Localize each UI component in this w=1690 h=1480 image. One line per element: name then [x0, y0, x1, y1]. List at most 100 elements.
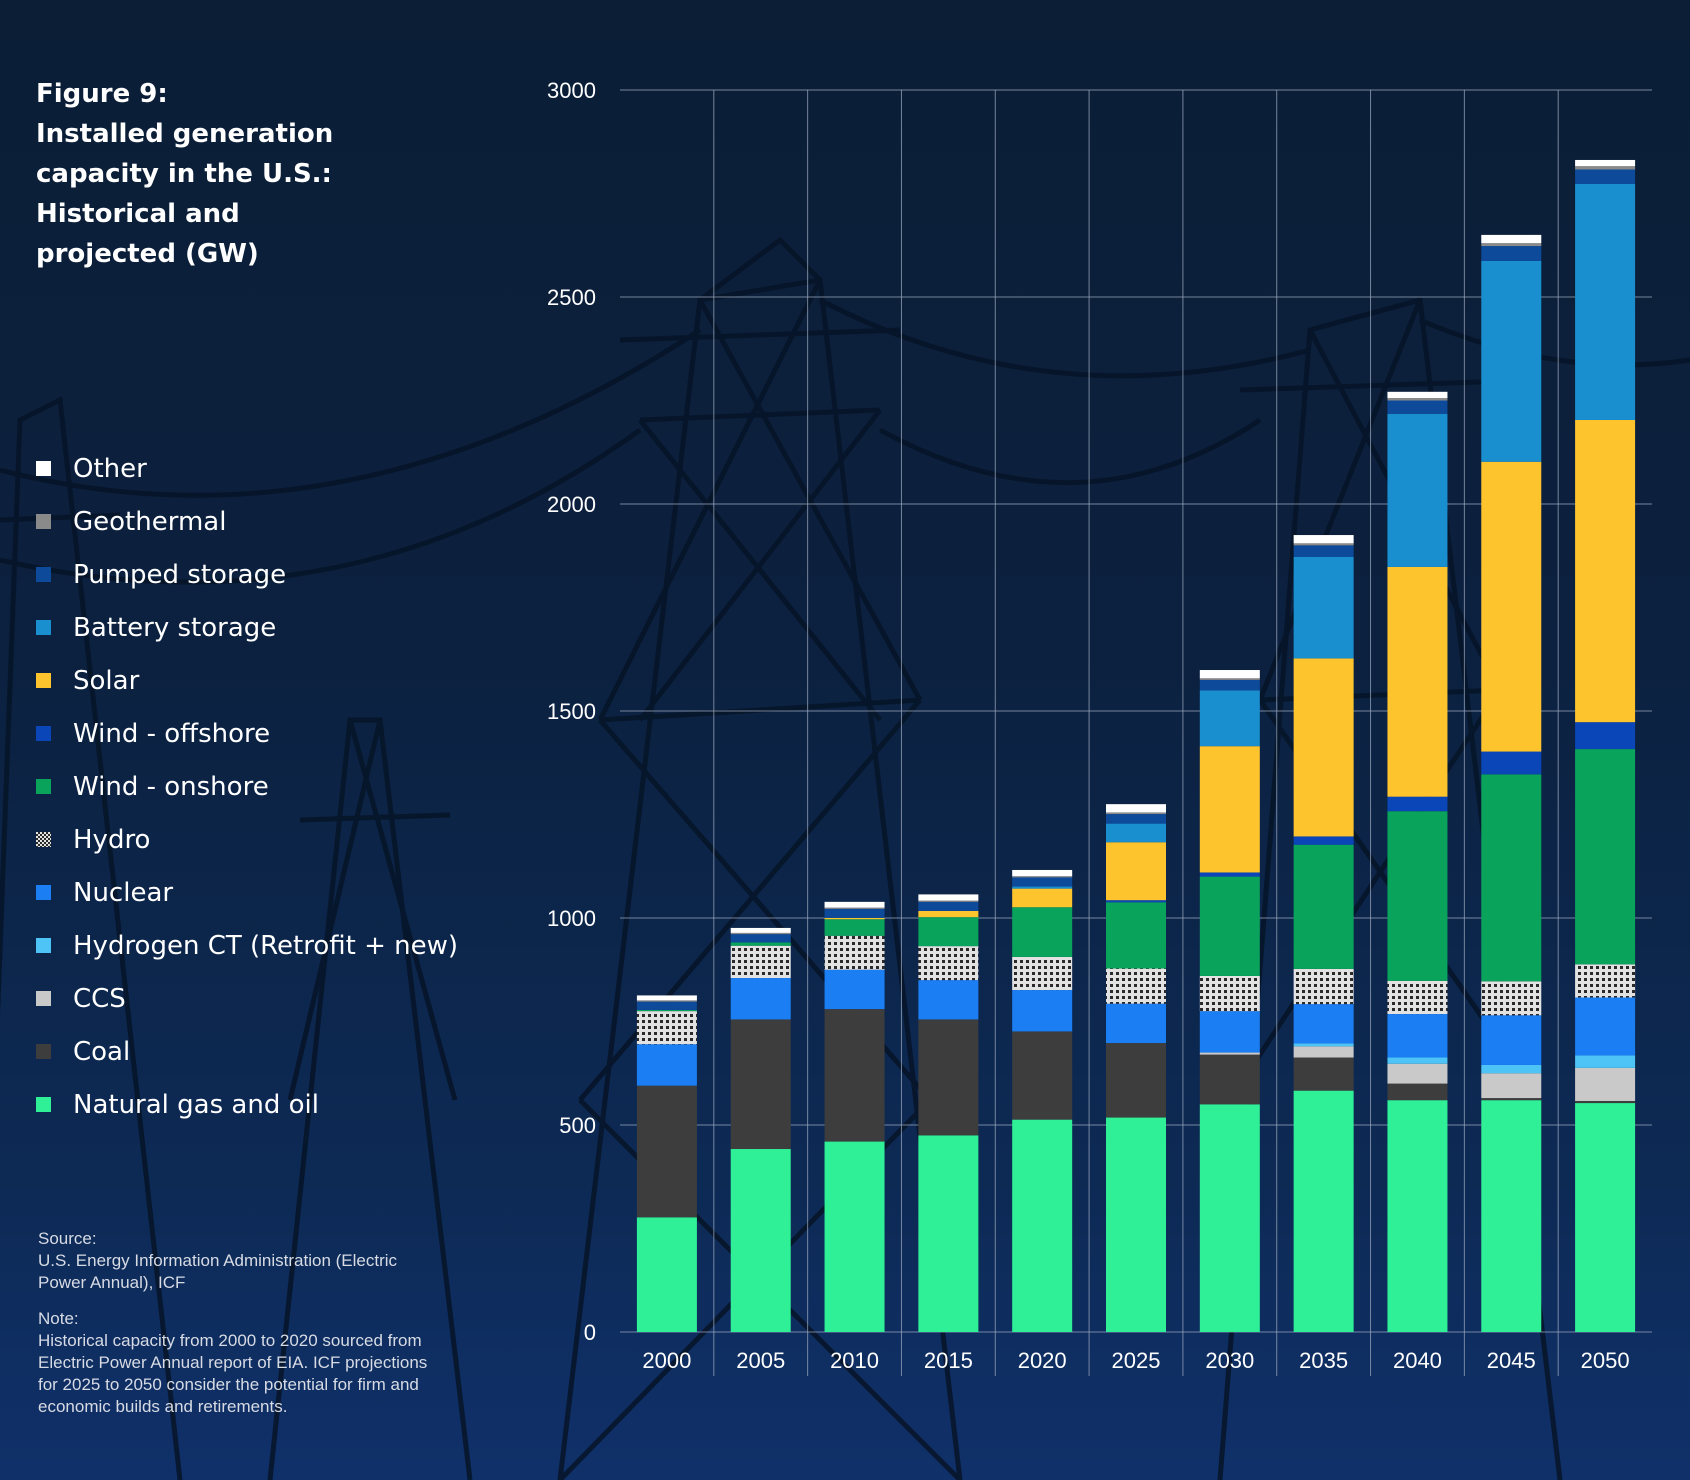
bar-segment-geothermal	[1012, 876, 1073, 878]
bar-segment-hydro	[1387, 980, 1448, 1015]
y-tick-label: 2500	[547, 285, 596, 310]
bar-segment-other	[1575, 159, 1636, 167]
bar-segment-nuclear	[1575, 997, 1636, 1056]
legend-item: Geothermal	[36, 495, 458, 548]
bar-segment-other	[1481, 234, 1542, 244]
bar-segment-wind-offshore	[1293, 836, 1354, 845]
bar-segment-solar	[824, 918, 885, 920]
legend-item: Wind - offshore	[36, 707, 458, 760]
bar-segment-other	[730, 927, 791, 933]
bars	[636, 159, 1636, 1332]
bar-segment-nuclear	[730, 978, 791, 1020]
bar-segment-wind-onshore	[1199, 876, 1260, 976]
bar-segment-battery-storage	[1575, 183, 1636, 420]
title-line: Installed generation	[36, 119, 334, 149]
x-tick-label: 2030	[1205, 1348, 1254, 1373]
bar-segment-ccs	[1199, 1052, 1260, 1055]
bar-segment-coal	[1575, 1100, 1636, 1104]
legend-swatch-icon	[36, 461, 51, 476]
bar-segment-hydro	[1106, 968, 1166, 1004]
legend-swatch-icon	[36, 938, 51, 953]
bar-segment-geothermal	[730, 932, 791, 935]
bar-segment-nuclear	[918, 980, 979, 1020]
bar-segment-geothermal	[636, 1000, 697, 1002]
legend-label: Battery storage	[73, 612, 277, 643]
legend-item: Hydro	[36, 813, 458, 866]
bar-segment-ccs	[1481, 1073, 1542, 1099]
bar-segment-solar	[1481, 461, 1542, 752]
bar-segment-natural-gas-and-oil	[1575, 1103, 1636, 1332]
bar-segment-wind-onshore	[918, 917, 979, 947]
legend-swatch-icon	[36, 991, 51, 1006]
bar-segment-coal	[730, 1019, 791, 1150]
bar-segment-solar	[1106, 842, 1166, 901]
bar-segment-solar	[1575, 419, 1636, 723]
legend: Other Geothermal Pumped storage Battery sto…	[36, 442, 458, 1131]
x-tick-label: 2020	[1018, 1348, 1067, 1373]
bar-segment-geothermal	[824, 907, 885, 909]
x-tick-label: 2025	[1112, 1348, 1161, 1373]
bar-segment-solar	[1387, 566, 1448, 797]
legend-label: Pumped storage	[73, 559, 287, 590]
bar-segment-geothermal	[1575, 166, 1636, 170]
bar-segment-nuclear	[1481, 1015, 1542, 1065]
bar-segment-pumped-storage	[1293, 545, 1354, 557]
bar-segment-wind-onshore	[824, 919, 885, 936]
bar-segment-geothermal	[1199, 678, 1260, 680]
grid	[620, 89, 1652, 1376]
bar-segment-hydrogen-ct-retrofit-new	[1575, 1055, 1636, 1068]
bar-segment-wind-offshore	[1199, 872, 1260, 877]
bar-segment-solar	[1012, 888, 1073, 908]
bar-segment-natural-gas-and-oil	[1481, 1100, 1542, 1332]
bar-segment-other	[824, 901, 885, 908]
bar-segment-nuclear	[824, 969, 885, 1010]
bar-segment-ccs	[1293, 1046, 1354, 1058]
bar-segment-solar	[918, 910, 979, 918]
note-line: Historical capacity from 2000 to 2020 so…	[38, 1331, 422, 1350]
bar-segment-hydro	[918, 946, 979, 981]
bar-segment-wind-onshore	[1293, 844, 1354, 969]
legend-item: Other	[36, 442, 458, 495]
bar-segment-natural-gas-and-oil	[1293, 1090, 1354, 1332]
bar-segment-battery-storage	[1199, 690, 1260, 747]
bar-segment-hydro	[1012, 956, 1073, 991]
bar-segment-battery-storage	[1481, 260, 1542, 462]
x-tick-label: 2015	[924, 1348, 973, 1373]
bar-segment-nuclear	[636, 1044, 697, 1086]
bar-segment-pumped-storage	[636, 1001, 697, 1010]
bar-segment-natural-gas-and-oil	[1199, 1104, 1260, 1332]
bar-segment-pumped-storage	[1387, 400, 1448, 414]
figure-title: Figure 9: Installed generation capacity …	[36, 74, 356, 274]
bar-segment-natural-gas-and-oil	[1012, 1119, 1073, 1332]
bar-segment-wind-onshore	[730, 942, 791, 946]
bar-segment-nuclear	[1293, 1004, 1354, 1044]
note-heading: Note:	[38, 1309, 79, 1328]
bar-segment-pumped-storage	[730, 934, 791, 943]
bar-segment-ccs	[1387, 1063, 1448, 1084]
bar-segment-wind-offshore	[1575, 722, 1636, 750]
bar-segment-battery-storage	[1012, 886, 1073, 889]
bar-segment-pumped-storage	[1575, 169, 1636, 184]
bar-segment-other	[1106, 804, 1166, 813]
source-line: U.S. Energy Information Administration (…	[38, 1251, 398, 1270]
bar-segment-natural-gas-and-oil	[1387, 1100, 1448, 1332]
bar-segment-hydro	[824, 935, 885, 970]
legend-item: Natural gas and oil	[36, 1078, 458, 1131]
bar-segment-pumped-storage	[1012, 877, 1073, 887]
x-tick-label: 2035	[1299, 1348, 1348, 1373]
bar-segment-other	[1293, 535, 1354, 544]
source-line: Power Annual), ICF	[38, 1273, 186, 1292]
bar-segment-battery-storage	[1293, 556, 1354, 659]
note-line: economic builds and retirements.	[38, 1397, 288, 1416]
title-line: Figure 9:	[36, 79, 168, 109]
bar-segment-hydrogen-ct-retrofit-new	[1387, 1057, 1448, 1064]
bar-segment-battery-storage	[1387, 413, 1448, 567]
legend-swatch-icon	[36, 1097, 51, 1112]
bar-segment-wind-onshore	[1106, 902, 1166, 969]
bar-segment-nuclear	[1012, 990, 1073, 1032]
bar-segment-battery-storage	[1106, 823, 1166, 843]
bar-segment-nuclear	[1199, 1011, 1260, 1053]
legend-label: Other	[73, 453, 147, 484]
